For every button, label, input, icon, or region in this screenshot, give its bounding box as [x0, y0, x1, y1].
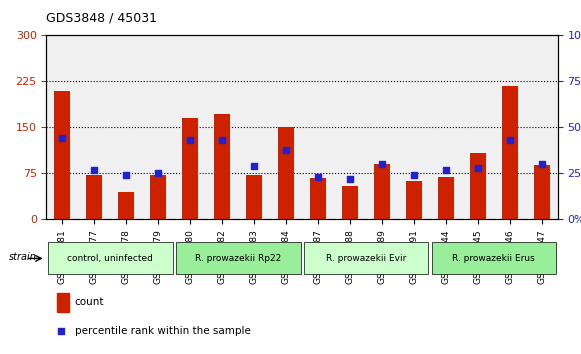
- Point: [250, 163, 259, 169]
- Bar: [246, 175, 262, 219]
- Point: [186, 137, 195, 143]
- Point: [90, 167, 99, 173]
- Point: [377, 161, 386, 167]
- Point: [122, 172, 131, 178]
- Bar: [310, 178, 326, 219]
- Point: [505, 137, 515, 143]
- Bar: [406, 182, 422, 219]
- Text: R. prowazekii Erus: R. prowazekii Erus: [453, 254, 535, 263]
- Text: R. prowazekii Rp22: R. prowazekii Rp22: [195, 254, 281, 263]
- Text: count: count: [74, 297, 104, 307]
- Point: [442, 167, 451, 173]
- Bar: [182, 118, 198, 219]
- Point: [56, 328, 66, 334]
- Point: [58, 136, 67, 141]
- Text: strain: strain: [9, 252, 37, 262]
- Point: [282, 147, 291, 152]
- Bar: [57, 293, 70, 312]
- Point: [409, 172, 418, 178]
- Bar: [119, 192, 134, 219]
- Text: GDS3848 / 45031: GDS3848 / 45031: [46, 12, 157, 25]
- FancyBboxPatch shape: [304, 242, 428, 274]
- Bar: [502, 86, 518, 219]
- Bar: [470, 153, 486, 219]
- Point: [314, 174, 323, 180]
- FancyBboxPatch shape: [176, 242, 300, 274]
- Bar: [438, 177, 454, 219]
- Bar: [214, 114, 230, 219]
- Bar: [87, 175, 102, 219]
- Text: R. prowazekii Evir: R. prowazekii Evir: [326, 254, 406, 263]
- FancyBboxPatch shape: [432, 242, 556, 274]
- Bar: [55, 91, 70, 219]
- FancyBboxPatch shape: [48, 242, 173, 274]
- Point: [537, 161, 547, 167]
- Point: [345, 176, 354, 182]
- Point: [473, 165, 482, 171]
- Text: control, uninfected: control, uninfected: [67, 254, 153, 263]
- Bar: [278, 127, 294, 219]
- Bar: [534, 165, 550, 219]
- Text: percentile rank within the sample: percentile rank within the sample: [74, 326, 250, 336]
- Bar: [150, 175, 166, 219]
- Bar: [342, 186, 358, 219]
- Point: [153, 171, 163, 176]
- Point: [217, 137, 227, 143]
- Bar: [374, 164, 390, 219]
